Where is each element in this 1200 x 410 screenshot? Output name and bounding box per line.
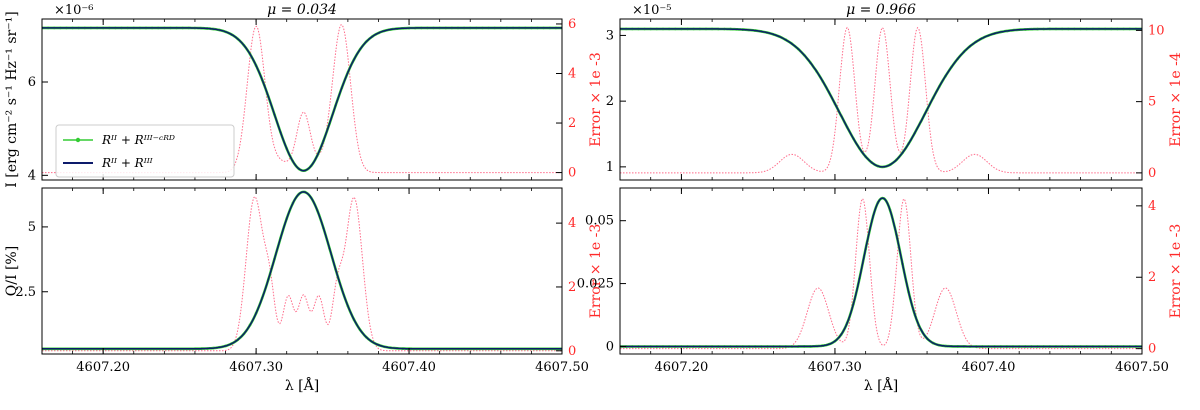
- series-full-line: [42, 191, 562, 350]
- plot-frame: [41, 18, 563, 181]
- plot-frame: [41, 187, 563, 355]
- x-axis-label: λ [Å]: [285, 376, 319, 394]
- y-tick-label: 4: [28, 168, 36, 183]
- y-axis-label: Q/I [%]: [4, 246, 20, 296]
- plot-p2: 1 2 3 0 5 10 μ = 0.966 ×10⁻⁵ Error × 1e -4: [606, 2, 1184, 181]
- series-crd-line: [620, 27, 1142, 169]
- y-tick-label: 2.5: [15, 285, 36, 300]
- y-tick-label: 0.025: [577, 277, 614, 292]
- plot-p4: 4607.20 4607.30 4607.40 4607.50 0 0.025 0.05 0 2…: [577, 187, 1184, 394]
- y-tick-label: 2: [606, 94, 614, 109]
- right-y-tick-label: 4: [1148, 199, 1156, 214]
- x-tick-label: 4607.30: [808, 360, 862, 375]
- y-multiplier: ×10⁻⁶: [54, 3, 94, 18]
- y-tick-label: 3: [606, 28, 614, 43]
- series-full-line: [620, 197, 1142, 348]
- x-tick-label: 4607.20: [76, 360, 130, 375]
- plot-title: μ = 0.034: [267, 2, 337, 18]
- legend: Rᴵᴵ + Rᴵᴵᴵ⁻ᶜᴿᴰ Rᴵᴵ + Rᴵᴵᴵ: [55, 124, 235, 178]
- right-y-tick-label: 0: [568, 166, 576, 181]
- x-tick-label: 4607.40: [962, 360, 1016, 375]
- right-y-axis-label: Error × 1e -3: [588, 52, 604, 147]
- series-crd-markers: [620, 197, 1142, 348]
- right-y-tick-label: 2: [568, 280, 576, 295]
- error-curve: [620, 26, 1142, 174]
- x-tick-label: 4607.40: [382, 360, 436, 375]
- y-tick-label: 6: [28, 75, 36, 90]
- series-crd-markers: [42, 190, 562, 351]
- plot-title: μ = 0.966: [846, 2, 916, 18]
- right-y-tick-label: 4: [568, 216, 576, 231]
- series-crd-markers: [620, 27, 1142, 169]
- y-multiplier: ×10⁻⁵: [632, 3, 672, 18]
- x-axis-label: λ [Å]: [864, 376, 898, 394]
- y-tick-label: 5: [28, 220, 36, 235]
- error-curve: [42, 195, 562, 352]
- series-crd-line: [620, 196, 1142, 348]
- plot-p3: 4607.20 4607.30 4607.40 4607.50 2.5 5 0 2 4 Q/I […: [4, 187, 604, 394]
- right-y-axis-label: Error × 1e -4: [1168, 52, 1184, 147]
- right-y-tick-label: 4: [568, 66, 576, 81]
- right-y-axis-label: Error × 1e -3: [588, 224, 604, 319]
- legend-label: Rᴵᴵ + Rᴵᴵᴵ: [101, 156, 154, 170]
- right-y-tick-label: 0: [1148, 342, 1156, 357]
- y-axis-label: I [erg cm⁻² s⁻¹ Hz⁻¹ sr⁻¹]: [4, 11, 20, 187]
- right-y-tick-label: 0: [1148, 166, 1156, 181]
- right-y-axis-label: Error × 1e -3: [1168, 224, 1184, 319]
- x-tick-label: 4607.50: [535, 360, 589, 375]
- y-tick-label: 0: [606, 339, 614, 354]
- x-tick-label: 4607.50: [1115, 360, 1169, 375]
- x-tick-label: 4607.30: [229, 360, 283, 375]
- plot-frame: [619, 187, 1143, 355]
- legend-marker: [75, 137, 81, 143]
- error-curve: [42, 24, 562, 174]
- error-curve: [620, 197, 1142, 350]
- series-crd-line: [42, 190, 562, 351]
- right-y-tick-label: 10: [1148, 23, 1165, 38]
- series-full-line: [42, 27, 562, 172]
- right-y-tick-label: 0: [568, 344, 576, 359]
- right-y-tick-label: 6: [568, 17, 576, 32]
- right-y-tick-label: 2: [568, 116, 576, 131]
- plot-p1: 4 6 0 2 4 6 μ = 0.034 ×10⁻⁶ I [erg cm⁻² s⁻¹ Hz⁻¹…: [4, 2, 604, 188]
- y-tick-label: 0.05: [585, 214, 614, 229]
- plot-frame: [619, 18, 1143, 181]
- right-y-tick-label: 5: [1148, 95, 1156, 110]
- y-tick-label: 1: [606, 160, 614, 175]
- legend-label: Rᴵᴵ + Rᴵᴵᴵ⁻ᶜᴿᴰ: [101, 133, 175, 147]
- right-y-tick-label: 2: [1148, 270, 1156, 285]
- legend-box: [55, 124, 235, 178]
- x-tick-label: 4607.20: [655, 360, 709, 375]
- series-full-line: [620, 28, 1142, 168]
